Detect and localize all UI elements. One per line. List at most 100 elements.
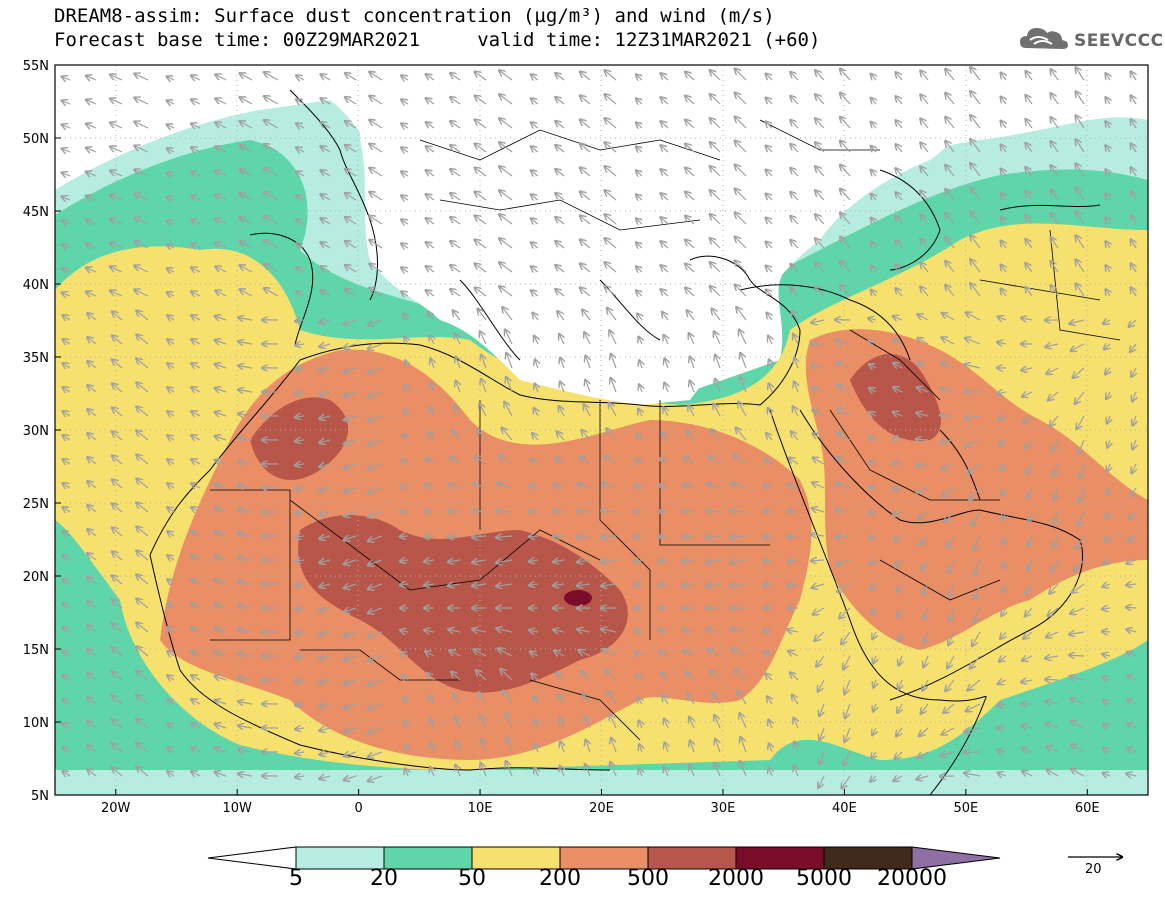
wind-arrow (475, 96, 487, 105)
wind-arrow (896, 120, 903, 129)
wind-arrow (238, 630, 253, 632)
wind-arrow (531, 195, 539, 201)
wind-arrow (706, 584, 721, 586)
wind-arrow (110, 291, 123, 297)
wind-arrow (708, 650, 721, 657)
wind-arrow (167, 269, 175, 273)
wind-arrow (582, 430, 591, 441)
wind-arrow (580, 216, 591, 225)
wind-arrow (112, 528, 123, 537)
wind-arrow (506, 377, 513, 393)
wind-arrow (478, 309, 487, 321)
wind-arrow (215, 171, 227, 177)
wind-arrow (401, 292, 409, 296)
wind-arrow (344, 344, 357, 348)
wind-arrow (1132, 439, 1136, 449)
wind-arrow (634, 630, 643, 632)
wind-arrow (499, 118, 513, 129)
wind-vectors (62, 67, 1136, 788)
wind-arrow (949, 583, 955, 597)
wind-arrow (531, 267, 539, 273)
wind-arrow (475, 192, 487, 201)
seevccc-logo: SEEVCCC (1018, 22, 1163, 62)
wind-arrow (400, 560, 409, 561)
wind-arrow (215, 243, 227, 249)
wind-arrow (319, 512, 331, 515)
wind-arrow (136, 671, 149, 681)
wind-arrow (964, 364, 981, 368)
wind-arrow (916, 439, 929, 440)
wind-arrow (404, 409, 408, 417)
wind-arrow (136, 503, 149, 513)
latitude-label: 15N (23, 643, 49, 658)
wind-arrow (191, 148, 201, 153)
wind-arrow (295, 632, 305, 633)
wind-arrow (369, 240, 383, 249)
wind-arrow (369, 288, 383, 297)
wind-arrow (191, 675, 201, 680)
wind-arrow (790, 192, 799, 201)
wind-arrow (1026, 143, 1033, 153)
wind-arrow (605, 118, 617, 129)
wind-arrow (498, 649, 513, 657)
wind-arrow (238, 678, 253, 680)
wind-arrow (730, 536, 747, 538)
wind-arrow (812, 410, 825, 417)
wind-arrow (580, 72, 591, 81)
wind-arrow (836, 484, 851, 489)
wind-arrow (685, 264, 695, 273)
wind-arrow (793, 406, 798, 417)
dust-contour-2000 (564, 590, 592, 606)
wind-arrow (896, 240, 903, 249)
wind-arrow (1076, 68, 1085, 81)
wind-arrow (581, 671, 591, 681)
wind-arrow (658, 630, 669, 632)
wind-arrow (319, 368, 331, 371)
wind-arrow (924, 631, 928, 643)
wind-arrow (531, 459, 539, 464)
wind-arrow (765, 459, 773, 464)
wind-arrow (472, 511, 487, 512)
wind-arrow (479, 404, 487, 417)
wind-arrow (63, 315, 71, 320)
wind-arrow (966, 313, 981, 321)
wind-arrow (1076, 535, 1085, 549)
wind-arrow (790, 120, 799, 129)
wind-arrow (62, 77, 71, 80)
wind-arrow (605, 94, 617, 105)
wind-arrow (295, 440, 305, 441)
wind-arrow (215, 147, 227, 153)
wind-arrow (1001, 145, 1006, 153)
wind-arrow (661, 73, 669, 81)
wind-arrow (1001, 217, 1006, 225)
wind-arrow (664, 383, 668, 393)
wind-arrow (766, 98, 772, 105)
wind-arrow (499, 70, 513, 81)
wind-arrow (787, 560, 799, 562)
wind-arrow (790, 96, 799, 105)
wind-arrow (685, 216, 695, 225)
wind-arrow (529, 584, 539, 585)
wind-arrow (240, 73, 253, 81)
wind-arrow (636, 147, 642, 152)
wind-arrow (1131, 144, 1136, 153)
wind-arrow (636, 75, 642, 80)
wind-arrow (1076, 212, 1085, 225)
wind-arrow (685, 192, 695, 201)
wind-arrow (658, 560, 669, 562)
wind-arrow (843, 655, 851, 669)
wind-arrow (1051, 189, 1059, 201)
wind-arrow (319, 392, 331, 395)
wind-arrow (1105, 368, 1110, 374)
wind-arrow (578, 484, 591, 488)
wind-arrow (344, 320, 357, 324)
wind-arrow (321, 74, 331, 81)
wind-arrow (430, 335, 434, 345)
wind-arrow (319, 464, 331, 467)
wind-arrow (134, 194, 149, 201)
wind-arrow (295, 560, 305, 561)
wind-arrow (531, 147, 539, 153)
wind-arrow (690, 381, 694, 393)
wind-arrow (999, 440, 1007, 446)
wind-arrow (400, 511, 409, 512)
